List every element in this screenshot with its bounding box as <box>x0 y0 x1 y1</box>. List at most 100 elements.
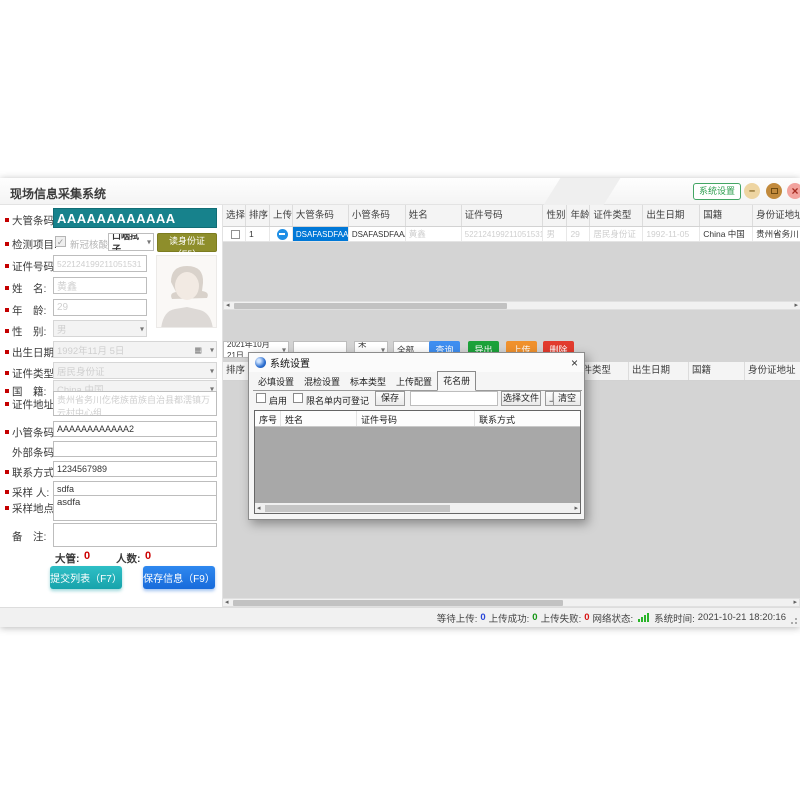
choose-file-button[interactable]: 选择文件 <box>501 391 541 406</box>
cert-type-select[interactable]: 居民身份证 ▾ <box>53 362 217 379</box>
read-id-card-button[interactable]: 读身份证（F5） <box>157 233 217 259</box>
col-order[interactable]: 排序 <box>246 205 270 226</box>
whitelist-checkbox[interactable] <box>293 393 303 403</box>
cell-id-address: 贵州省务川 <box>756 229 799 239</box>
tube-count-value: 0 <box>84 550 91 562</box>
col-cert-type[interactable]: 证件类型 <box>570 362 629 380</box>
titlebar-swoosh-decoration <box>543 178 621 205</box>
col-big-tube[interactable]: 大管条码 <box>293 205 349 226</box>
queue-table-hscrollbar[interactable]: ◂ ▸ <box>222 598 800 607</box>
gender-select[interactable]: 男 ▾ <box>53 320 147 337</box>
main-table-hscrollbar[interactable]: ◂ ▸ <box>223 301 800 310</box>
col-birth[interactable]: 出生日期 <box>643 205 701 226</box>
cert-no-input[interactable] <box>53 255 147 272</box>
cert-type-label: 证件类型: <box>5 366 57 381</box>
col-nationality[interactable]: 国籍 <box>689 362 745 380</box>
swab-type-select[interactable]: 口咽拭子 ▾ <box>108 233 154 251</box>
scroll-right-icon[interactable]: ▸ <box>574 505 578 512</box>
col-index[interactable]: 序号 <box>255 411 281 426</box>
col-cert-type[interactable]: 证件类型 <box>590 205 644 226</box>
scrollbar-thumb[interactable] <box>233 600 563 606</box>
tab-pool-settings[interactable]: 混检设置 <box>304 377 341 387</box>
tab-upload-config[interactable]: 上传配置 <box>396 377 433 387</box>
roster-save-button[interactable]: 保存 <box>375 391 405 406</box>
roster-hscrollbar[interactable]: ◂ ▸ <box>255 503 580 513</box>
scroll-left-icon[interactable]: ◂ <box>257 505 261 512</box>
people-count-value: 0 <box>145 550 152 562</box>
required-marker <box>5 308 9 312</box>
col-cert-no[interactable]: 证件号码 <box>357 411 475 426</box>
chevron-down-icon: ▾ <box>209 344 214 354</box>
ext-code-label: 外部条码: <box>12 447 57 459</box>
resize-grip[interactable] <box>795 622 797 624</box>
enable-checkbox-label: 启用 <box>269 396 288 406</box>
birth-label: 出生日期: <box>5 345 57 360</box>
col-name[interactable]: 姓名 <box>406 205 462 226</box>
minimize-button[interactable]: – <box>744 183 760 199</box>
check-icon: ✓ <box>56 237 65 247</box>
name-input[interactable] <box>53 277 147 294</box>
tab-specimen-type[interactable]: 标本类型 <box>350 377 387 387</box>
required-marker <box>5 286 9 290</box>
phone-input[interactable] <box>53 461 217 477</box>
col-birth[interactable]: 出生日期 <box>629 362 689 380</box>
col-select[interactable]: 选择 <box>223 205 246 226</box>
col-nationality[interactable]: 国籍 <box>700 205 754 226</box>
col-age[interactable]: 年龄 <box>567 205 591 226</box>
cell-big-tube[interactable]: DSAFASDFAAAS <box>292 227 349 241</box>
close-icon: × <box>791 184 799 198</box>
col-order[interactable]: 排序 <box>223 362 249 380</box>
remark-textarea[interactable] <box>53 523 217 547</box>
table-row[interactable]: 1 DSAFASDFAAAS DSAFASDFAAAS1 黄鑫 52212419… <box>223 227 800 242</box>
col-id-address[interactable]: 身份证地址 <box>748 365 796 376</box>
cell-order: 1 <box>246 227 270 241</box>
tab-required-settings[interactable]: 必填设置 <box>258 377 295 387</box>
enable-checkbox[interactable] <box>256 393 266 403</box>
scroll-right-icon[interactable]: ▸ <box>793 599 797 606</box>
scroll-left-icon[interactable]: ◂ <box>225 599 229 606</box>
submit-list-button[interactable]: 提交列表（F7） <box>50 566 122 589</box>
birth-date-picker[interactable]: 1992年11月 5日 ▦ ▾ <box>53 341 217 358</box>
big-tube-input[interactable] <box>53 208 217 228</box>
cell-nationality: China 中国 <box>700 227 754 241</box>
gender-label: 性 别: <box>5 324 46 339</box>
tab-roster[interactable]: 花名册 <box>437 371 477 391</box>
col-small-tube[interactable]: 小管条码 <box>349 205 406 226</box>
maximize-button[interactable] <box>766 183 782 199</box>
required-marker <box>5 506 9 510</box>
required-marker <box>5 371 9 375</box>
col-id-address[interactable]: 身份证地址 <box>756 210 800 221</box>
scroll-left-icon[interactable]: ◂ <box>226 302 230 309</box>
ext-code-input[interactable] <box>53 441 217 457</box>
system-settings-button[interactable]: 系统设置 <box>693 183 741 200</box>
row-checkbox[interactable] <box>230 229 240 239</box>
roster-table: 序号 姓名 证件号码 联系方式 ◂ ▸ <box>254 410 581 514</box>
cert-addr-textarea[interactable]: 贵州省务川仡佬族苗族自治县都濡镇万云村中心组 <box>53 391 217 416</box>
scroll-right-icon[interactable]: ▸ <box>794 302 798 309</box>
required-marker <box>5 402 9 406</box>
close-button[interactable]: × <box>787 183 800 199</box>
chevron-down-icon: ▾ <box>209 365 214 375</box>
system-settings-dialog: 系统设置 × 必填设置 混检设置 标本类型 上传配置 花名册 启用 限名单内可登… <box>248 352 585 520</box>
sampler-input[interactable] <box>53 481 217 497</box>
col-contact[interactable]: 联系方式 <box>479 415 516 425</box>
scrollbar-thumb[interactable] <box>234 303 507 309</box>
col-upload[interactable]: 上传 <box>270 205 293 226</box>
roster-file-input[interactable] <box>410 391 498 406</box>
covid-checkbox[interactable]: ✓ <box>55 236 66 247</box>
site-textarea[interactable]: asdfa <box>53 495 217 521</box>
required-marker <box>5 329 9 333</box>
dialog-close-icon[interactable]: × <box>570 355 578 370</box>
small-tube-label: 小管条码: <box>5 425 57 440</box>
scrollbar-thumb[interactable] <box>265 504 450 512</box>
age-input[interactable] <box>53 299 147 316</box>
covid-checkbox-label: 新冠核酸 <box>70 240 109 251</box>
people-count-label: 人数: <box>116 553 141 565</box>
small-tube-input[interactable] <box>53 421 217 437</box>
roster-clear-button[interactable]: 清空 <box>553 391 581 406</box>
col-gender[interactable]: 性别 <box>543 205 568 226</box>
success-label: 上传成功: <box>488 613 530 625</box>
col-cert-no[interactable]: 证件号码 <box>462 205 544 226</box>
col-name[interactable]: 姓名 <box>281 411 357 426</box>
save-info-button[interactable]: 保存信息（F9） <box>143 566 215 589</box>
